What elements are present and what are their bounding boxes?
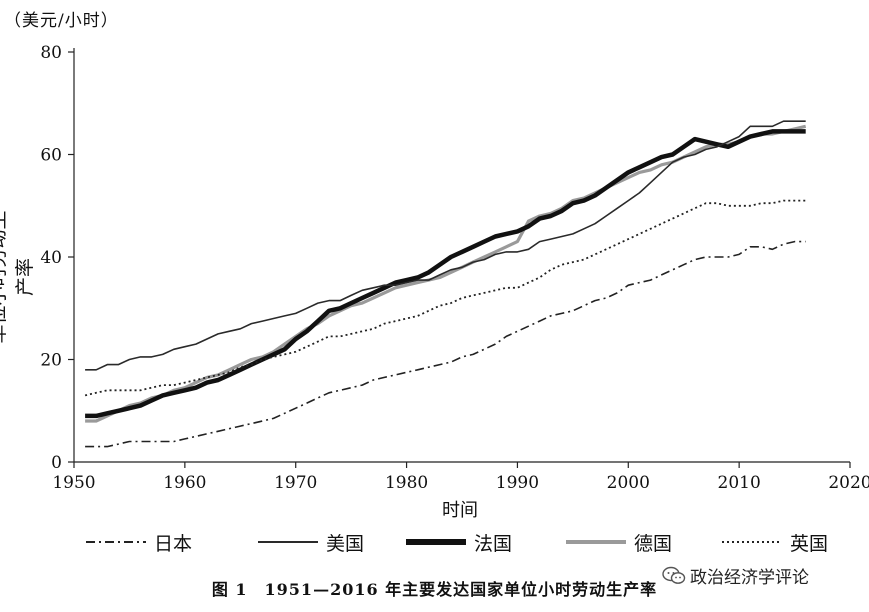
legend-label: 法国 — [474, 532, 513, 555]
series-line-solid-thin — [85, 120, 806, 371]
legend-item-usa: 美国 — [258, 528, 364, 556]
x-tick-label: 2020 — [828, 473, 869, 493]
x-tick-label: 2010 — [718, 473, 761, 493]
y-tick-label: 40 — [40, 248, 62, 268]
y-tick-label: 20 — [40, 351, 62, 371]
x-tick-label: 1990 — [496, 473, 539, 493]
axes: 0 20 40 60 80 1950 1960 1970 1980 1990 2000 2010 202… — [40, 43, 869, 493]
legend-swatch-dash-dot — [86, 541, 146, 543]
chart-legend: 日本 美国 法国 德国 英国 — [86, 528, 846, 556]
series-lines — [84, 120, 807, 448]
legend-item-uk: 英国 — [722, 528, 828, 556]
legend-label: 英国 — [790, 532, 829, 555]
watermark-text: 政治经济学评论 — [690, 568, 809, 588]
series-line-dotted — [84, 199, 806, 397]
legend-label: 德国 — [634, 532, 673, 555]
series-line-solid-thick — [85, 129, 806, 419]
y-tick-label: 0 — [51, 453, 62, 473]
legend-swatch-solid-thin — [258, 541, 318, 543]
legend-swatch-solid-thick — [406, 539, 466, 545]
wechat-watermark: 政治经济学评论 — [662, 563, 809, 588]
x-tick-label: 1960 — [163, 473, 206, 493]
figure-caption: 图 1 1951—2016 年主要发达国家单位小时劳动生产率 — [211, 580, 658, 599]
x-tick-label: 1950 — [52, 473, 95, 493]
y-tick-label: 80 — [40, 43, 62, 63]
legend-label: 日本 — [154, 532, 193, 555]
y-tick-label: 60 — [40, 146, 62, 166]
x-tick-label: 1980 — [385, 473, 428, 493]
series-line-solid-gray — [85, 124, 807, 423]
x-tick-label: 2000 — [607, 473, 650, 493]
legend-label: 美国 — [326, 532, 365, 555]
legend-item-germany: 德国 — [566, 528, 672, 556]
legend-swatch-solid-gray — [566, 540, 626, 544]
legend-swatch-dotted — [722, 541, 782, 543]
x-tick-label: 1970 — [274, 473, 317, 493]
legend-item-france: 法国 — [406, 528, 512, 556]
series-line-dash-dot — [85, 240, 806, 448]
y-axis-title: 单位小时劳动生产率 — [0, 211, 36, 344]
wechat-icon — [662, 566, 686, 584]
legend-item-japan: 日本 — [86, 528, 192, 556]
y-axis-unit-label: （美元/小时） — [4, 11, 119, 31]
x-axis-title: 时间 — [442, 500, 478, 521]
